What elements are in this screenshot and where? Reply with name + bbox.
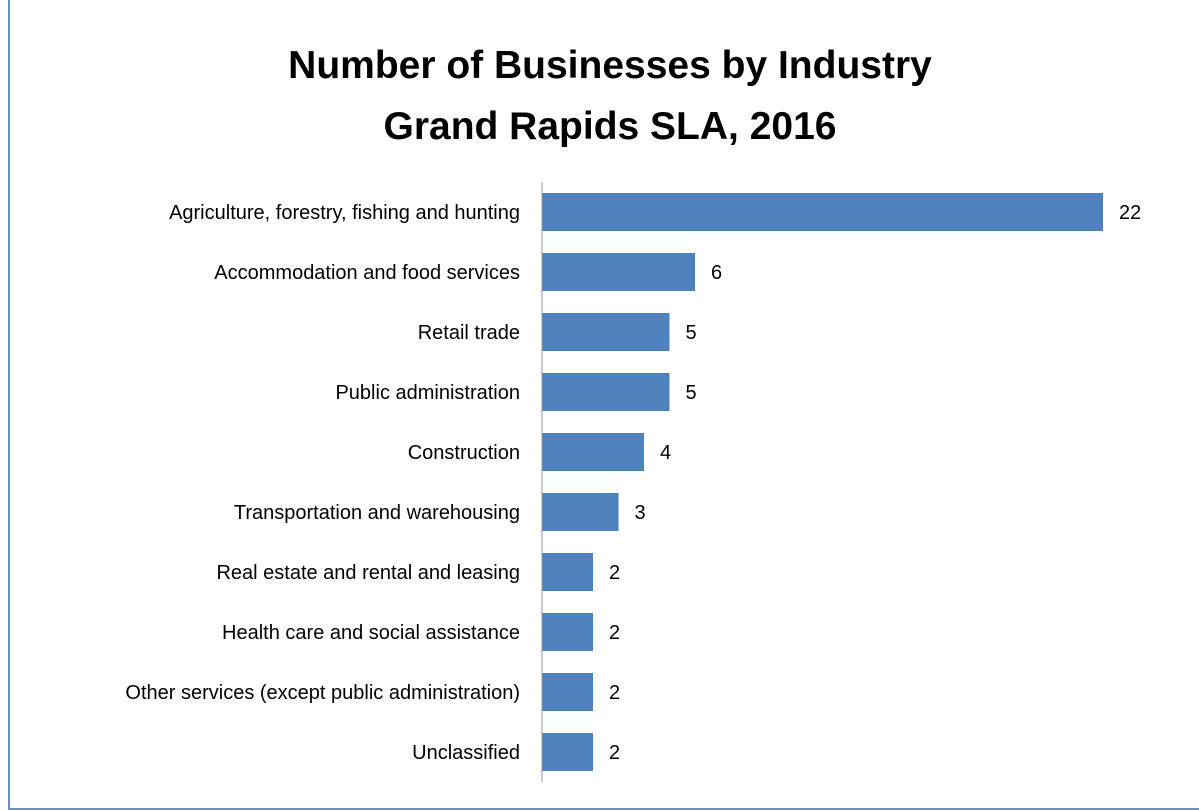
data-label: 2 — [609, 742, 620, 764]
bar — [542, 193, 1103, 231]
category-label: Health care and social assistance — [222, 622, 520, 644]
bar — [542, 673, 593, 711]
bar — [542, 373, 670, 411]
bar — [542, 553, 593, 591]
data-label: 6 — [711, 262, 722, 284]
bar — [542, 733, 593, 771]
bar — [542, 313, 670, 351]
data-label: 4 — [660, 442, 671, 464]
category-label: Agriculture, forestry, fishing and hunti… — [169, 202, 520, 224]
data-label: 5 — [686, 322, 697, 344]
category-label: Construction — [408, 442, 520, 464]
category-label: Public administration — [335, 382, 520, 404]
bar — [542, 613, 593, 651]
chart-subtitle: Grand Rapids SLA, 2016 — [384, 105, 837, 148]
data-label: 3 — [635, 502, 646, 524]
data-label: 2 — [609, 562, 620, 584]
bars-layer: Agriculture, forestry, fishing and hunti… — [125, 193, 1141, 771]
category-label: Other services (except public administra… — [125, 682, 520, 704]
category-label: Retail trade — [418, 322, 520, 344]
category-label: Transportation and warehousing — [234, 502, 520, 524]
data-label: 22 — [1119, 202, 1141, 224]
category-label: Real estate and rental and leasing — [216, 562, 520, 584]
data-label: 2 — [609, 622, 620, 644]
data-label: 2 — [609, 682, 620, 704]
bar — [542, 433, 644, 471]
data-label: 5 — [686, 382, 697, 404]
bar — [542, 493, 619, 531]
category-label: Accommodation and food services — [214, 262, 520, 284]
chart-title: Number of Businesses by Industry — [288, 44, 932, 87]
bar — [542, 253, 695, 291]
bar-chart: Number of Businesses by Industry Grand R… — [125, 44, 1141, 782]
chart-frame: Number of Businesses by Industry Grand R… — [8, 0, 1199, 810]
category-label: Unclassified — [412, 742, 520, 764]
